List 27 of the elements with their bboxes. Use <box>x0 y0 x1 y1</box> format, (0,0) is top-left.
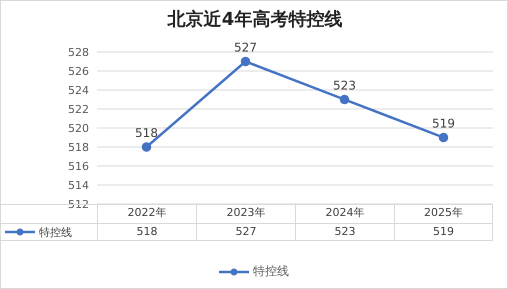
y-tick-label: 524 <box>68 84 89 97</box>
point <box>240 56 250 66</box>
data-label: 523 <box>295 222 394 241</box>
text: 特控线 <box>253 264 289 278</box>
y-tick-label: 520 <box>68 122 89 135</box>
point <box>340 94 350 104</box>
y-tick-label: 522 <box>68 102 89 116</box>
text: 518 <box>135 126 158 140</box>
data-label: 519 <box>394 222 493 241</box>
x-tick-label: 2022年 <box>97 204 196 222</box>
y-tick-label: 518 <box>68 140 89 154</box>
y-tick-label: 516 <box>68 160 89 173</box>
y-tick-label: 526 <box>68 64 89 78</box>
y-tick-label: 528 <box>68 46 89 59</box>
data-label: 518 <box>97 222 196 241</box>
y-tick-label: 514 <box>68 178 89 192</box>
text: 527 <box>234 40 257 54</box>
text: 523 <box>333 78 356 92</box>
text: 519 <box>432 116 455 130</box>
x-tick-label: 2023年 <box>196 204 295 222</box>
point <box>438 132 448 142</box>
x-tick-label: 2025年 <box>394 204 493 222</box>
point <box>142 142 152 152</box>
data-label: 527 <box>196 222 295 241</box>
chart-title: 北京近4年高考特控线 <box>166 8 344 31</box>
x-tick-label: 2024年 <box>295 204 394 222</box>
legend-label: 特控线 <box>38 226 72 238</box>
